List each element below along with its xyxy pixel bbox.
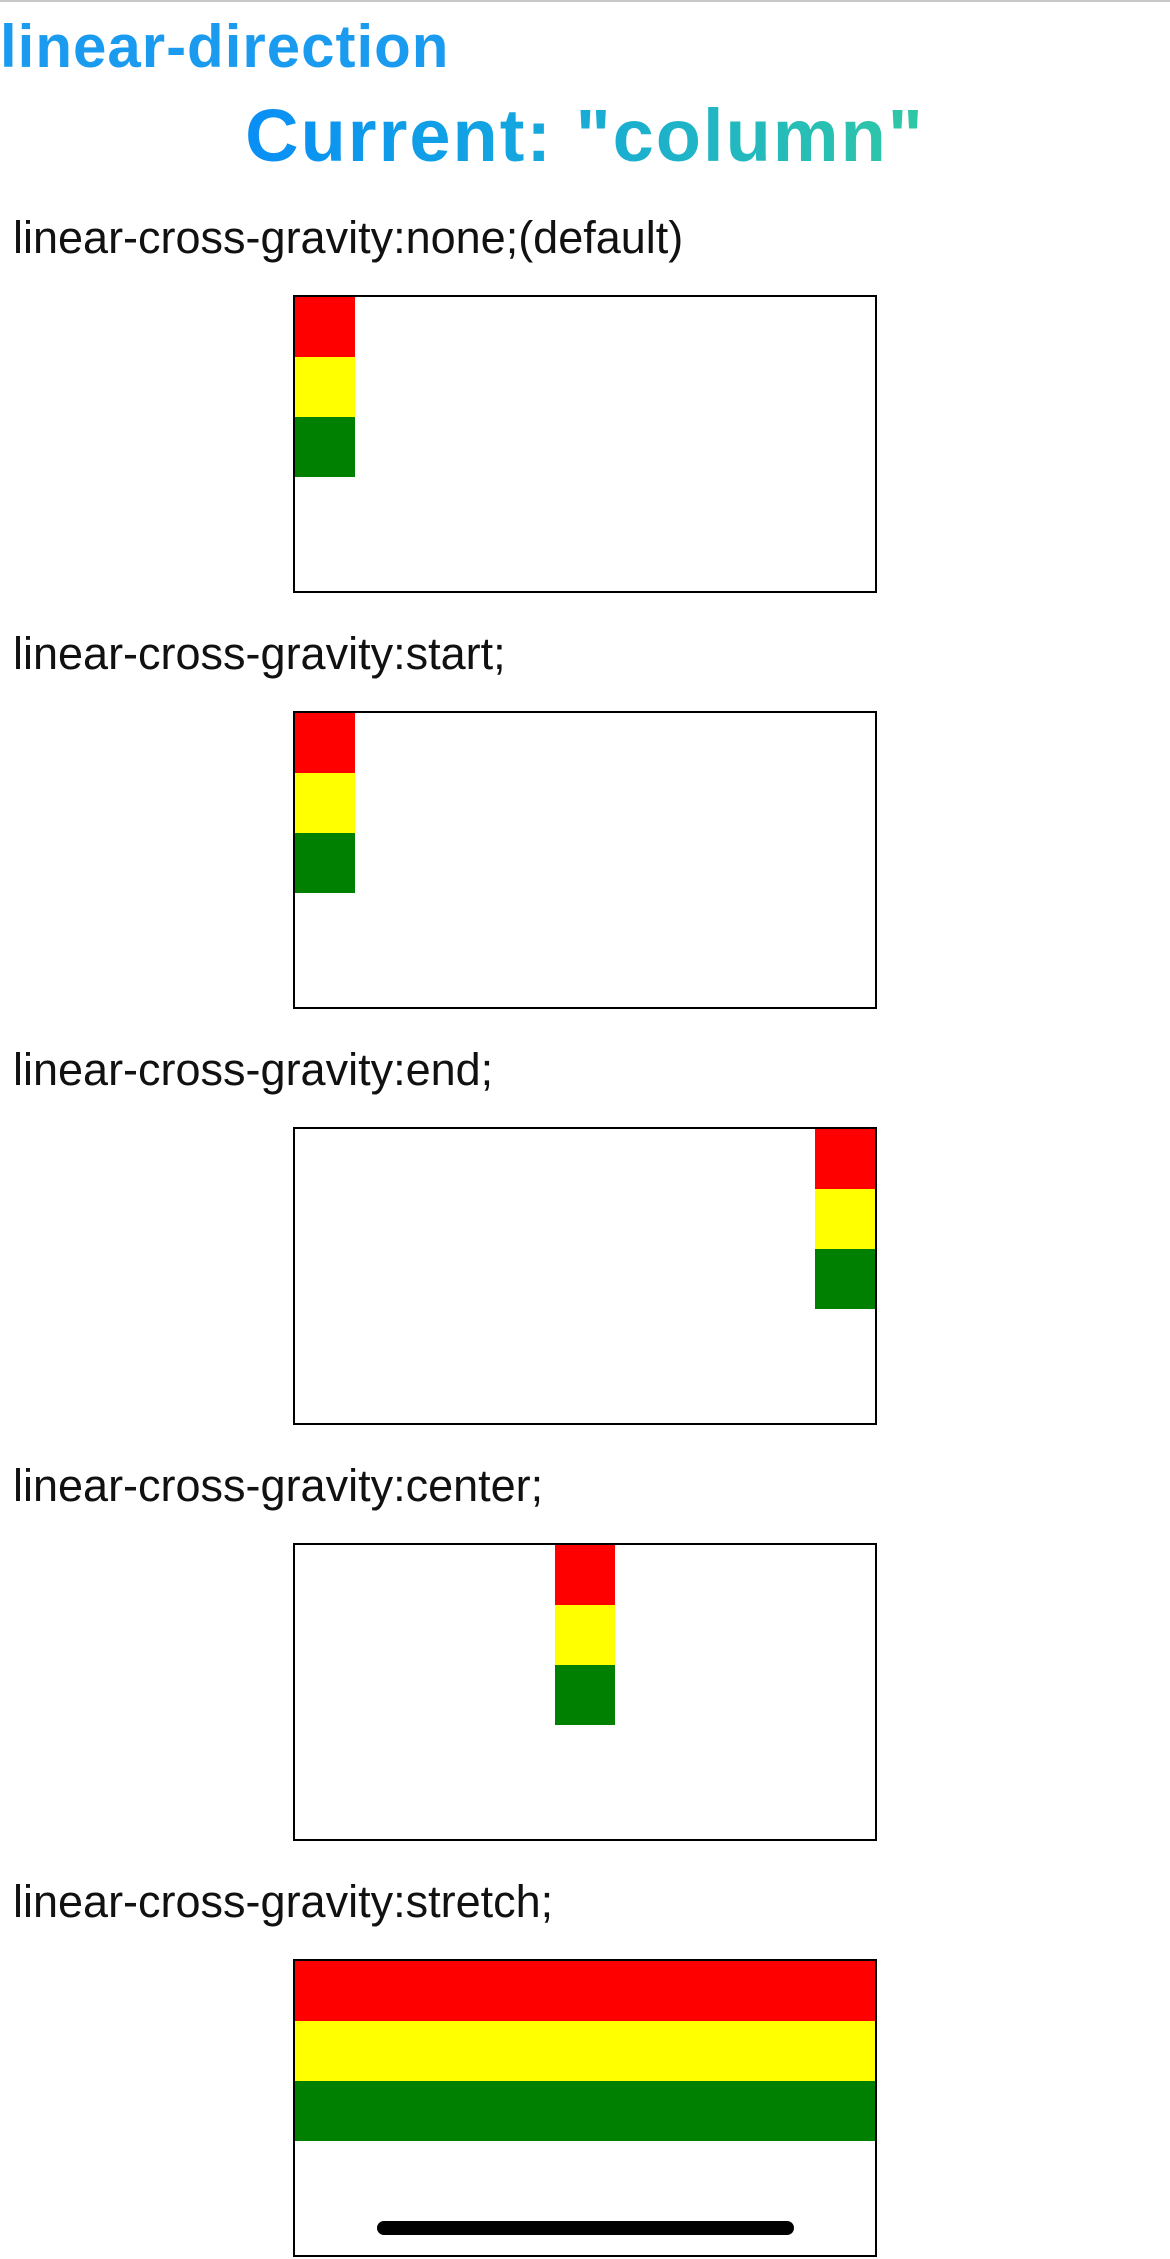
item-red <box>815 1129 875 1189</box>
item-red <box>295 713 355 773</box>
item-red <box>295 1961 875 2021</box>
top-divider <box>0 0 1170 2</box>
section-label-end: linear-cross-gravity:end; <box>13 1044 494 1095</box>
section-label-stretch: linear-cross-gravity:stretch; <box>13 1876 554 1927</box>
section-label-none: linear-cross-gravity:none;(default) <box>13 212 684 263</box>
demo-box-center <box>293 1543 877 1841</box>
item-yellow <box>295 2021 875 2081</box>
demo-box-end <box>293 1127 877 1425</box>
item-yellow <box>555 1605 615 1665</box>
item-red <box>295 297 355 357</box>
demo-box-start <box>293 711 877 1009</box>
home-indicator[interactable] <box>377 2221 794 2235</box>
page-title: linear-direction <box>0 13 450 80</box>
current-direction-label: Current: "column" <box>0 94 1170 178</box>
item-green <box>815 1249 875 1309</box>
section-label-start: linear-cross-gravity:start; <box>13 628 506 679</box>
item-yellow <box>815 1189 875 1249</box>
item-green <box>295 833 355 893</box>
item-yellow <box>295 773 355 833</box>
demo-box-stretch <box>293 1959 877 2257</box>
section-label-center: linear-cross-gravity:center; <box>13 1460 544 1511</box>
demo-box-none <box>293 295 877 593</box>
item-green <box>295 417 355 477</box>
item-red <box>555 1545 615 1605</box>
item-yellow <box>295 357 355 417</box>
item-green <box>555 1665 615 1725</box>
item-green <box>295 2081 875 2141</box>
current-direction-value: Current: "column" <box>245 94 925 177</box>
